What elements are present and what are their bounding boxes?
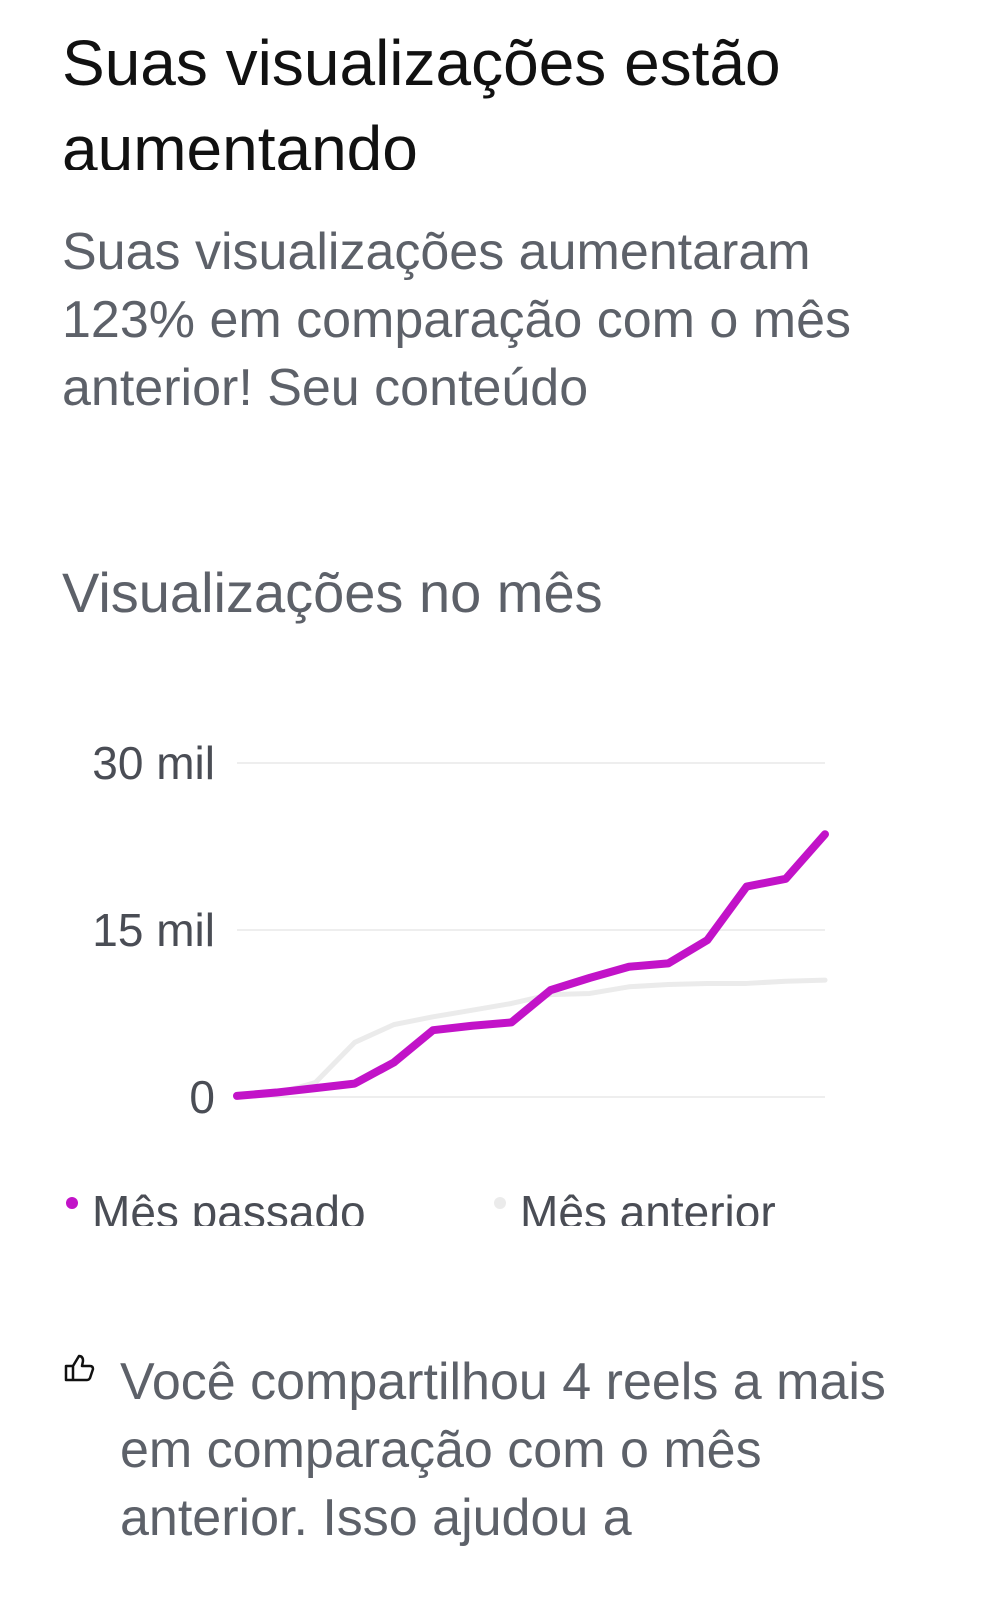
y-tick-label: 30 mil: [92, 737, 215, 789]
legend-marker: [494, 1197, 506, 1209]
footer-text: Você compartilhou 4 reels a mais em comp…: [120, 1353, 886, 1547]
description: Suas visualizações aumentaram 123% em co…: [62, 223, 852, 417]
legend-marker: [66, 1197, 78, 1209]
line: [233, 830, 829, 1100]
y-tick-label: 0: [189, 1071, 215, 1123]
chart: Mês passado Mês anterior 0 15 mil 30 mil: [66, 737, 829, 1230]
legend: Mês passado Mês anterior: [66, 1186, 776, 1230]
legend-label: Mês anterior: [520, 1186, 776, 1230]
y-tick-label: 15 mil: [92, 904, 215, 956]
title: Suas visualizações estão aumentando: [62, 27, 781, 170]
thumbs-up-icon: [64, 1354, 95, 1382]
chart-title: Visualizações no mês: [62, 561, 603, 624]
line: [234, 977, 828, 1100]
legend-label: Mês passado: [92, 1186, 366, 1230]
